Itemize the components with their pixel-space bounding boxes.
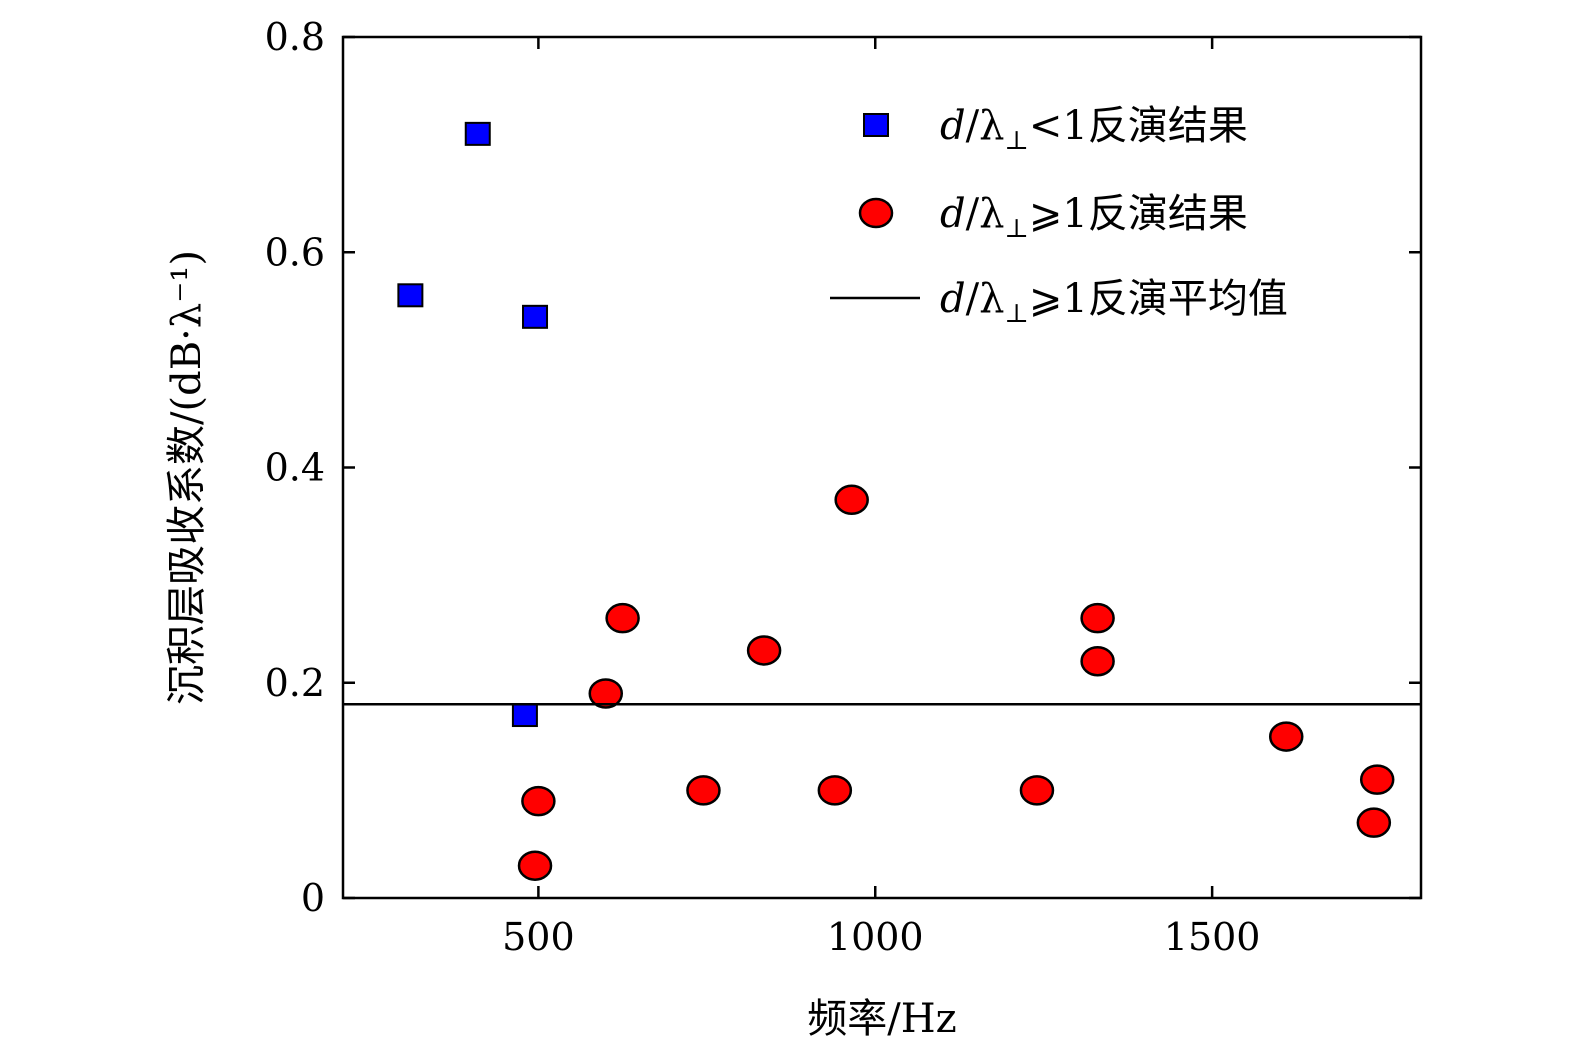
legend-label: d/λ⊥⩾1反演结果 — [940, 191, 1248, 244]
circle-point — [817, 775, 853, 806]
circle-point — [1356, 807, 1392, 838]
circle-point — [1359, 764, 1395, 795]
circle-point — [686, 775, 721, 806]
circle-point — [521, 785, 556, 817]
y-tick-label: 0.8 — [265, 15, 325, 59]
y-tick-label: 0.6 — [265, 230, 325, 274]
circle-point — [1080, 645, 1115, 677]
circle-point — [746, 635, 782, 666]
legend-label: d/λ⊥⩾1反演平均值 — [940, 276, 1288, 329]
x-axis-title: 频率/Hz — [807, 996, 956, 1042]
x-tick-label: 500 — [502, 915, 575, 959]
circle-point — [1269, 721, 1304, 752]
x-tick-label: 1500 — [1164, 915, 1261, 959]
square-point — [522, 304, 549, 329]
legend: d/λ⊥<1反演结果 d/λ⊥⩾1反演结果 d/λ⊥⩾1反演平均值 — [830, 103, 1288, 329]
y-tick-label: 0 — [301, 876, 325, 920]
plot-frame — [341, 35, 1423, 900]
legend-square-marker — [863, 113, 889, 137]
square-point — [397, 283, 424, 308]
square-point — [511, 703, 538, 728]
y-axis-title: 沉积层吸收系数/(dB·λ⁻¹) — [164, 250, 210, 705]
legend-label: d/λ⊥<1反演结果 — [940, 103, 1248, 156]
legend-circle-marker — [858, 197, 894, 229]
circle-point — [834, 484, 869, 516]
axis-ticks: 500 1000 1500 0 0.2 0.4 0.6 0.8 — [265, 15, 1421, 959]
square-point — [464, 121, 491, 146]
circle-point — [605, 602, 640, 634]
plot-marks — [343, 121, 1421, 881]
circle-point — [1019, 775, 1055, 806]
circle-point — [588, 678, 624, 709]
circle-point — [1080, 602, 1115, 634]
x-tick-label: 1000 — [827, 915, 924, 959]
y-tick-label: 0.2 — [265, 661, 325, 705]
circle-point — [517, 850, 553, 881]
y-tick-label: 0.4 — [265, 446, 325, 490]
